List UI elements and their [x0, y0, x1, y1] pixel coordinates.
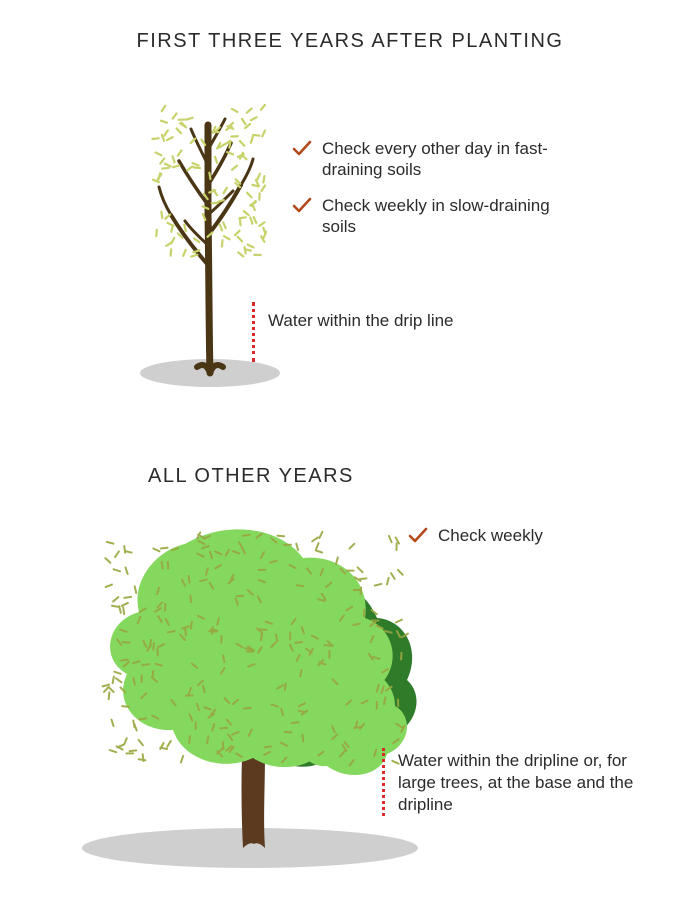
tip-text: Check weekly	[438, 525, 543, 546]
tips-all-other-years: Check weekly	[408, 525, 628, 564]
tip-item: Check every other day in fast-draining s…	[292, 138, 552, 181]
note-drip-line-young: Water within the drip line	[268, 310, 454, 332]
mature-tree-illustration	[65, 510, 435, 875]
check-icon	[292, 197, 312, 220]
tip-item: Check weekly	[408, 525, 628, 550]
check-icon	[408, 527, 428, 550]
young-tree-illustration	[125, 95, 295, 395]
tip-text: Check weekly in slow-draining soils	[322, 195, 552, 238]
heading-all-other-years: ALL OTHER YEARS	[148, 465, 354, 488]
tip-text: Check every other day in fast-draining s…	[322, 138, 552, 181]
drip-line-marker-mature	[382, 748, 385, 816]
drip-line-marker-young	[252, 302, 255, 362]
tip-item: Check weekly in slow-draining soils	[292, 195, 552, 238]
check-icon	[292, 140, 312, 163]
tips-first-three-years: Check every other day in fast-draining s…	[292, 138, 552, 251]
note-drip-line-mature: Water within the dripline or, for large …	[398, 750, 658, 816]
heading-first-three-years: FIRST THREE YEARS AFTER PLANTING	[0, 30, 700, 53]
